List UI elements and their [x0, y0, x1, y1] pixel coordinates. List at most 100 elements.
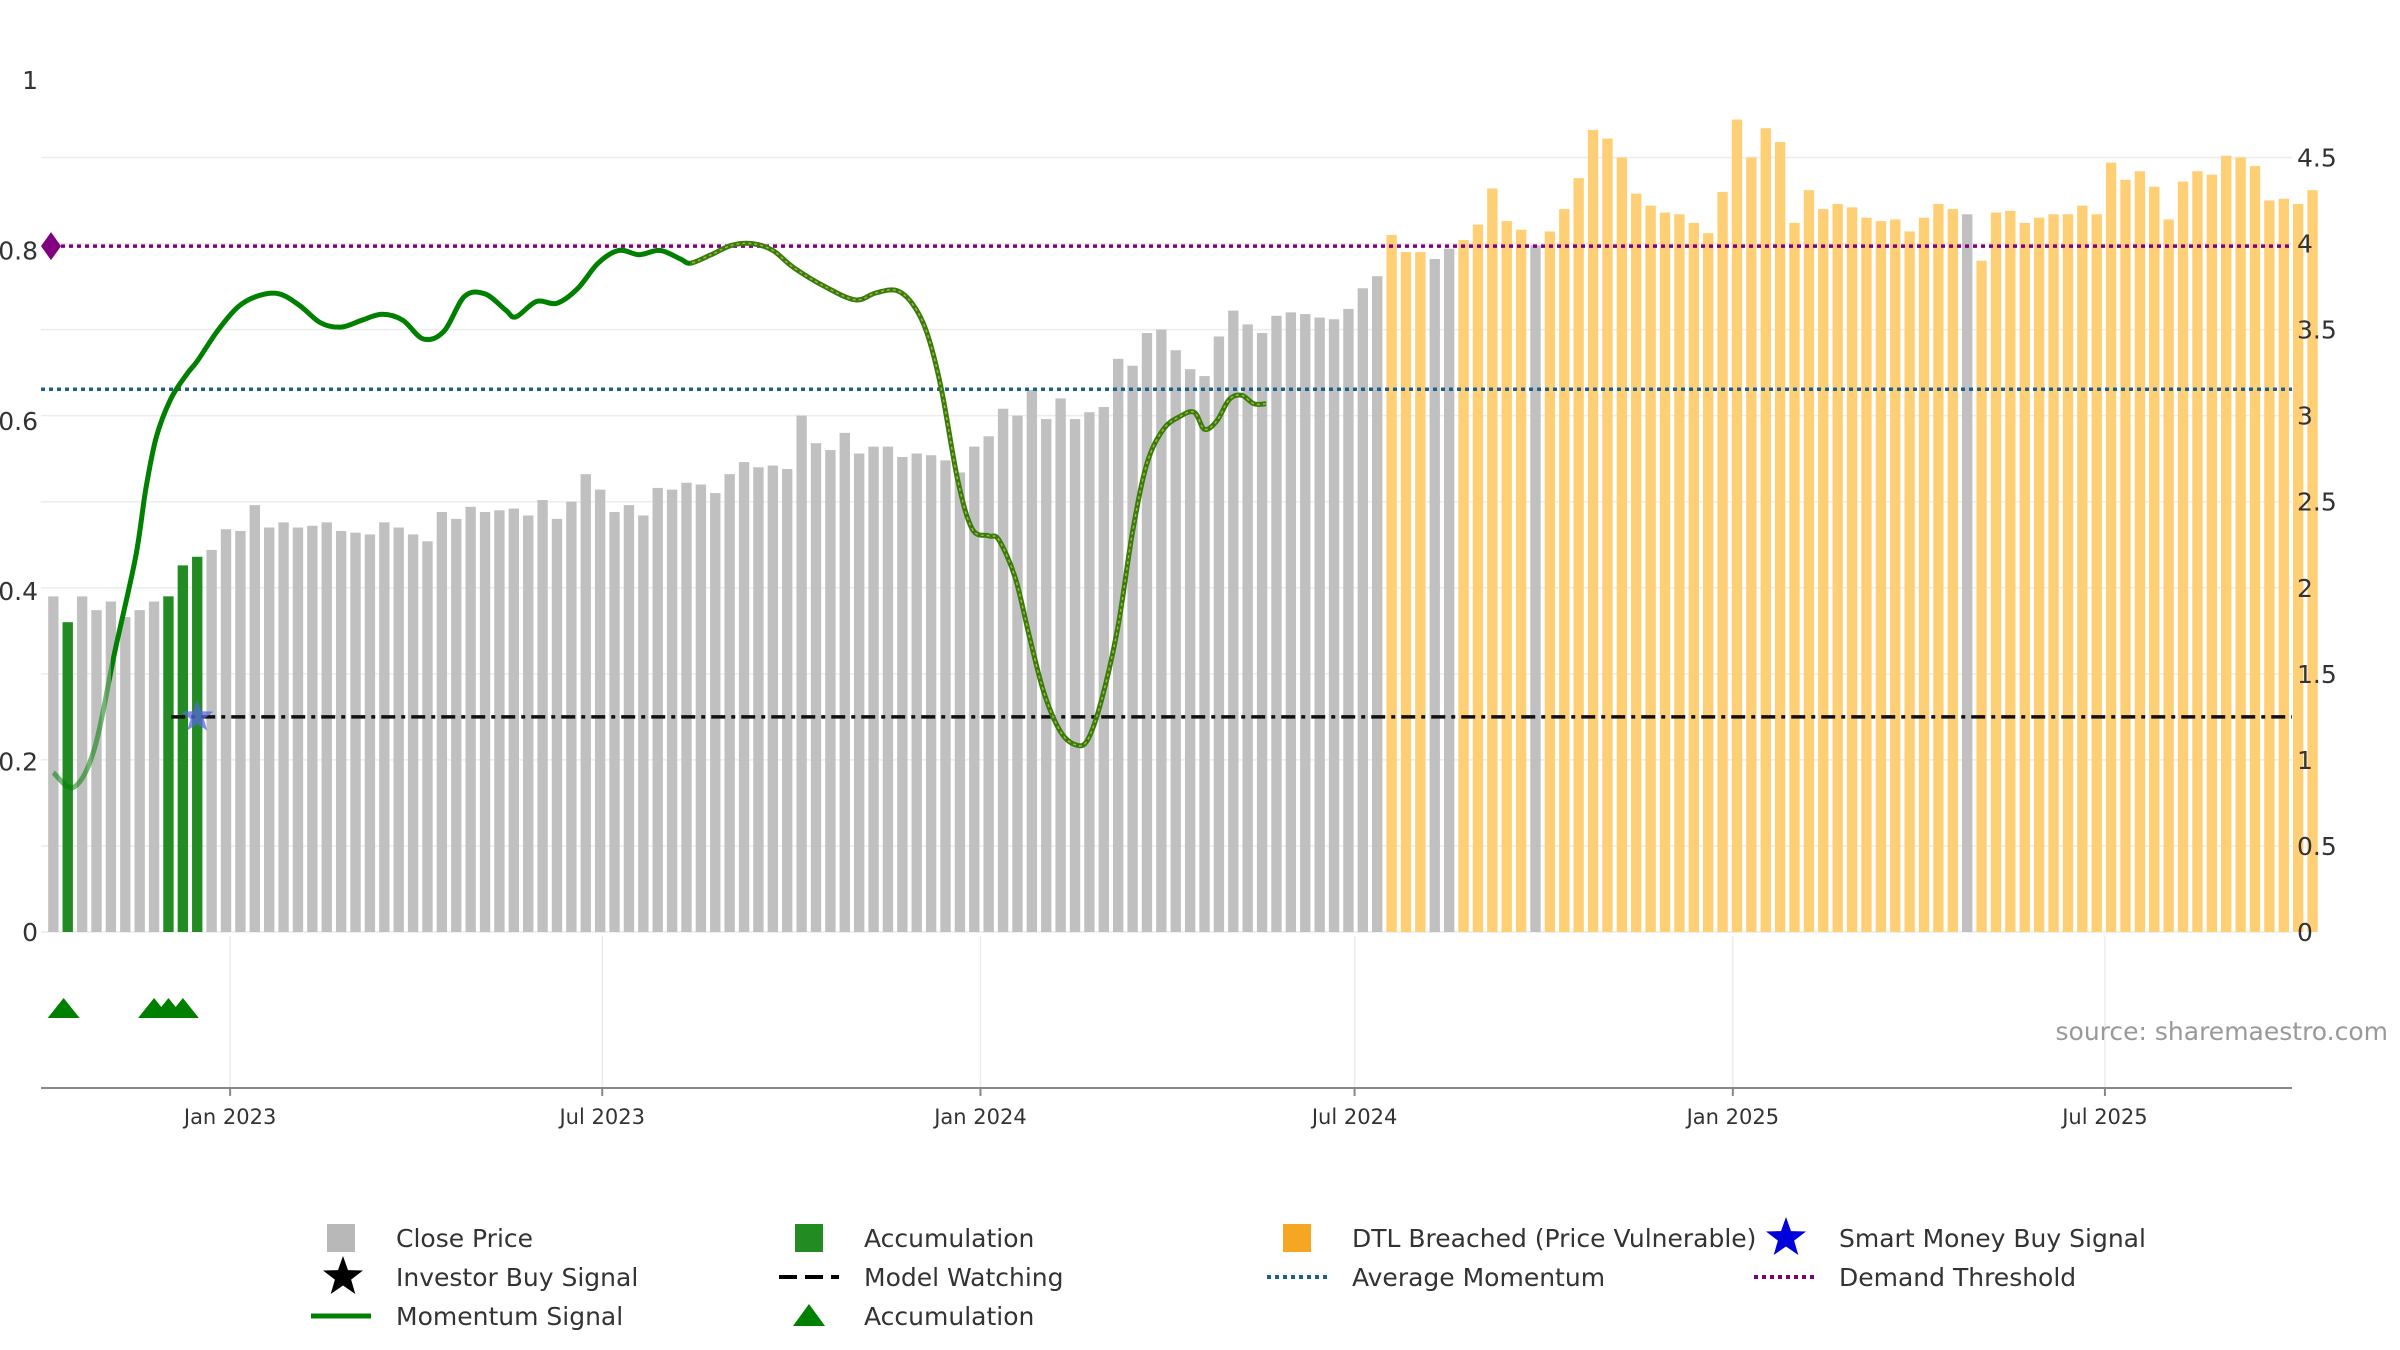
legend-swatch-star [1766, 1217, 1806, 1255]
right-tick-label: 4.5 [2297, 143, 2337, 172]
bar [1443, 248, 1455, 933]
bar [2120, 179, 2131, 932]
bar [1184, 369, 1196, 932]
bar [1760, 128, 1771, 932]
bar [1904, 231, 1915, 932]
bar [1645, 205, 1656, 932]
legend-swatch-star [323, 1256, 363, 1294]
bar [2134, 171, 2146, 932]
legend-item: Demand Threshold [1754, 1263, 2076, 1292]
x-tick-label: Jan 2023 [182, 1105, 277, 1129]
left-tick-label: 0.2 [0, 748, 38, 777]
bar [695, 484, 707, 932]
bar [2307, 190, 2318, 932]
bar [925, 455, 937, 932]
bar [1069, 419, 1081, 932]
legend-label: Smart Money Buy Signal [1839, 1224, 2146, 1253]
bar [1731, 119, 1743, 932]
bar [379, 522, 390, 932]
legend-label: Investor Buy Signal [396, 1263, 638, 1292]
right-tick-label: 4 [2297, 230, 2313, 259]
legend-label: Accumulation [864, 1302, 1034, 1331]
bar [2206, 174, 2218, 932]
legend-label: Model Watching [864, 1263, 1064, 1292]
bar [2249, 166, 2261, 932]
bar [1415, 252, 1426, 932]
bar [2149, 186, 2160, 932]
bar [724, 474, 735, 932]
legend-label: Average Momentum [1352, 1263, 1605, 1292]
bar [2235, 157, 2246, 933]
bar [796, 415, 807, 932]
bar [62, 622, 73, 932]
left-tick-label: 0.8 [0, 236, 38, 265]
bar [1702, 233, 1714, 933]
bar [1616, 157, 1628, 933]
bar [1012, 415, 1023, 932]
left-tick-label: 1 [22, 66, 38, 95]
bar [2221, 155, 2232, 932]
bar [1717, 191, 1728, 932]
bar [983, 436, 994, 932]
legend-item: Model Watching [779, 1263, 1064, 1292]
bar [1458, 240, 1469, 932]
bar [1832, 203, 1843, 933]
bar [1746, 157, 1757, 933]
bar [1962, 214, 1973, 933]
bar [2292, 203, 2304, 933]
bar [2177, 181, 2189, 932]
bar [1098, 407, 1109, 933]
bar [2192, 171, 2203, 932]
bar [278, 522, 289, 932]
bar [2005, 210, 2016, 932]
bar [206, 549, 217, 932]
bar [940, 460, 951, 932]
bar [465, 506, 476, 932]
legend-label: Demand Threshold [1839, 1263, 2076, 1292]
bar [580, 474, 591, 932]
legend-label: Close Price [396, 1224, 533, 1253]
bar [1918, 217, 1930, 933]
left-tick-label: 0.4 [0, 577, 38, 606]
bar [91, 610, 102, 932]
bar [1990, 212, 2002, 933]
legend-item: Smart Money Buy Signal [1766, 1217, 2146, 1255]
legend-item: Accumulation [793, 1302, 1034, 1331]
right-tick-label: 3.5 [2297, 316, 2337, 345]
bar [1300, 314, 1311, 932]
bar [407, 534, 419, 932]
bar [1890, 219, 1901, 932]
bar [364, 534, 376, 932]
legend-item: Close Price [327, 1224, 533, 1253]
bar [551, 518, 563, 932]
right-tick-label: 0 [2297, 918, 2313, 947]
bar [120, 617, 131, 932]
bar [1659, 212, 1671, 933]
bar [479, 512, 491, 932]
bar [148, 601, 160, 932]
bar [1084, 412, 1095, 932]
bar [1213, 336, 1225, 933]
bar [1026, 389, 1038, 932]
right-tick-label: 2 [2297, 574, 2313, 603]
bar [853, 453, 865, 932]
bar [1314, 317, 1325, 932]
momentum-signal-line [51, 240, 1267, 791]
bar [1487, 188, 1498, 932]
smart-money-buy-signal-marker [181, 699, 214, 731]
bar [2264, 200, 2275, 932]
bar [2077, 205, 2088, 932]
bar [1803, 190, 1815, 932]
x-tick-label: Jan 2025 [1685, 1105, 1780, 1129]
bar [494, 510, 505, 932]
bar [134, 610, 145, 932]
bar [1933, 203, 1944, 933]
bar [177, 565, 189, 932]
bar [220, 529, 232, 932]
legend-item: Average Momentum [1267, 1263, 1605, 1292]
bar [1774, 141, 1786, 933]
bar [882, 446, 894, 932]
bar [1228, 310, 1239, 932]
bar [1256, 333, 1268, 932]
bar [451, 518, 462, 932]
